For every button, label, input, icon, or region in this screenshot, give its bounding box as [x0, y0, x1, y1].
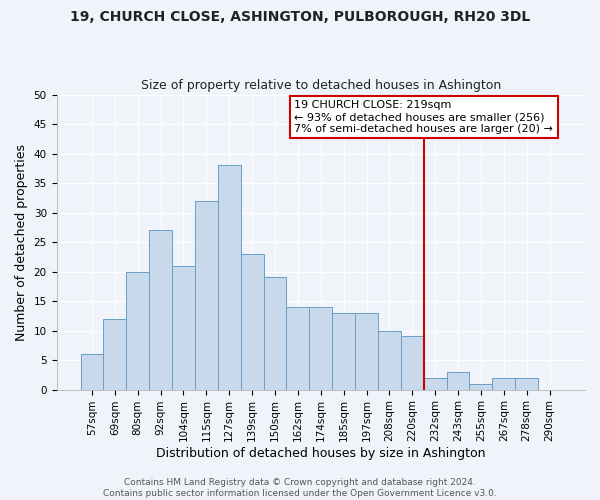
Bar — [195, 201, 218, 390]
X-axis label: Distribution of detached houses by size in Ashington: Distribution of detached houses by size … — [156, 447, 485, 460]
Title: Size of property relative to detached houses in Ashington: Size of property relative to detached ho… — [140, 79, 501, 92]
Bar — [355, 313, 378, 390]
Bar — [149, 230, 172, 390]
Bar — [493, 378, 515, 390]
Bar — [172, 266, 195, 390]
Bar — [103, 319, 127, 390]
Bar — [515, 378, 538, 390]
Bar — [263, 278, 286, 390]
Bar — [80, 354, 103, 390]
Y-axis label: Number of detached properties: Number of detached properties — [15, 144, 28, 340]
Bar — [127, 272, 149, 390]
Text: Contains HM Land Registry data © Crown copyright and database right 2024.
Contai: Contains HM Land Registry data © Crown c… — [103, 478, 497, 498]
Bar — [469, 384, 493, 390]
Bar — [241, 254, 263, 390]
Bar — [310, 307, 332, 390]
Text: 19 CHURCH CLOSE: 219sqm
← 93% of detached houses are smaller (256)
7% of semi-de: 19 CHURCH CLOSE: 219sqm ← 93% of detache… — [294, 100, 553, 134]
Bar — [446, 372, 469, 390]
Bar — [332, 313, 355, 390]
Bar — [401, 336, 424, 390]
Bar — [218, 166, 241, 390]
Bar — [424, 378, 446, 390]
Bar — [286, 307, 310, 390]
Bar — [378, 330, 401, 390]
Text: 19, CHURCH CLOSE, ASHINGTON, PULBOROUGH, RH20 3DL: 19, CHURCH CLOSE, ASHINGTON, PULBOROUGH,… — [70, 10, 530, 24]
